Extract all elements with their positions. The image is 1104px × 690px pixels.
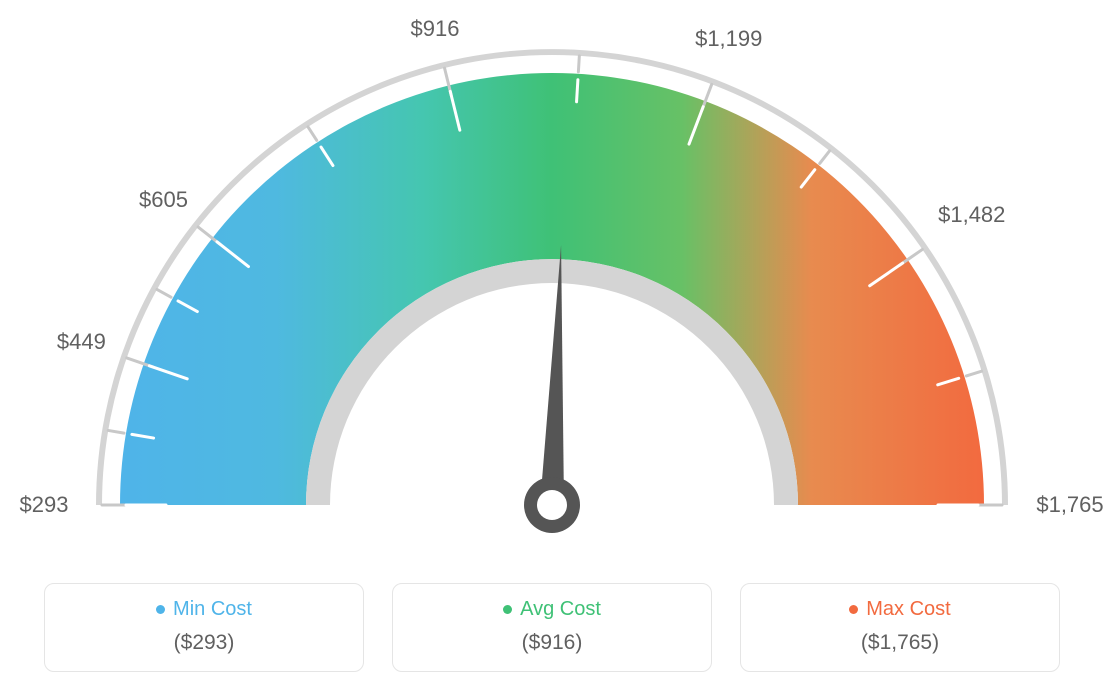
legend-dot-min — [156, 605, 165, 614]
gauge-svg — [0, 0, 1104, 560]
legend-dot-max — [849, 605, 858, 614]
legend-label-max: Max Cost — [866, 598, 950, 621]
legend-value-avg: ($916) — [393, 631, 711, 655]
legend-title-max: Max Cost — [849, 598, 950, 621]
legend-value-min: ($293) — [45, 631, 363, 655]
gauge-tick-label: $605 — [139, 187, 188, 213]
legend-row: Min Cost ($293) Avg Cost ($916) Max Cost… — [0, 583, 1104, 672]
legend-label-min: Min Cost — [173, 598, 252, 621]
legend-dot-avg — [503, 605, 512, 614]
legend-value-max: ($1,765) — [741, 631, 1059, 655]
gauge-tick-label: $1,765 — [1036, 492, 1103, 518]
legend-title-min: Min Cost — [156, 598, 252, 621]
legend-card-min: Min Cost ($293) — [44, 583, 364, 672]
gauge-tick-label: $1,482 — [938, 202, 1005, 228]
legend-label-avg: Avg Cost — [520, 598, 601, 621]
gauge-tick-label: $1,199 — [695, 26, 762, 52]
legend-card-max: Max Cost ($1,765) — [740, 583, 1060, 672]
legend-title-avg: Avg Cost — [503, 598, 601, 621]
legend-card-avg: Avg Cost ($916) — [392, 583, 712, 672]
gauge-tick-label: $449 — [57, 329, 106, 355]
gauge-tick-label: $293 — [20, 492, 69, 518]
gauge-chart: $293 $449 $605 $916 $1,199 $1,482 $1,765 — [0, 0, 1104, 560]
gauge-tick-label: $916 — [410, 16, 459, 42]
